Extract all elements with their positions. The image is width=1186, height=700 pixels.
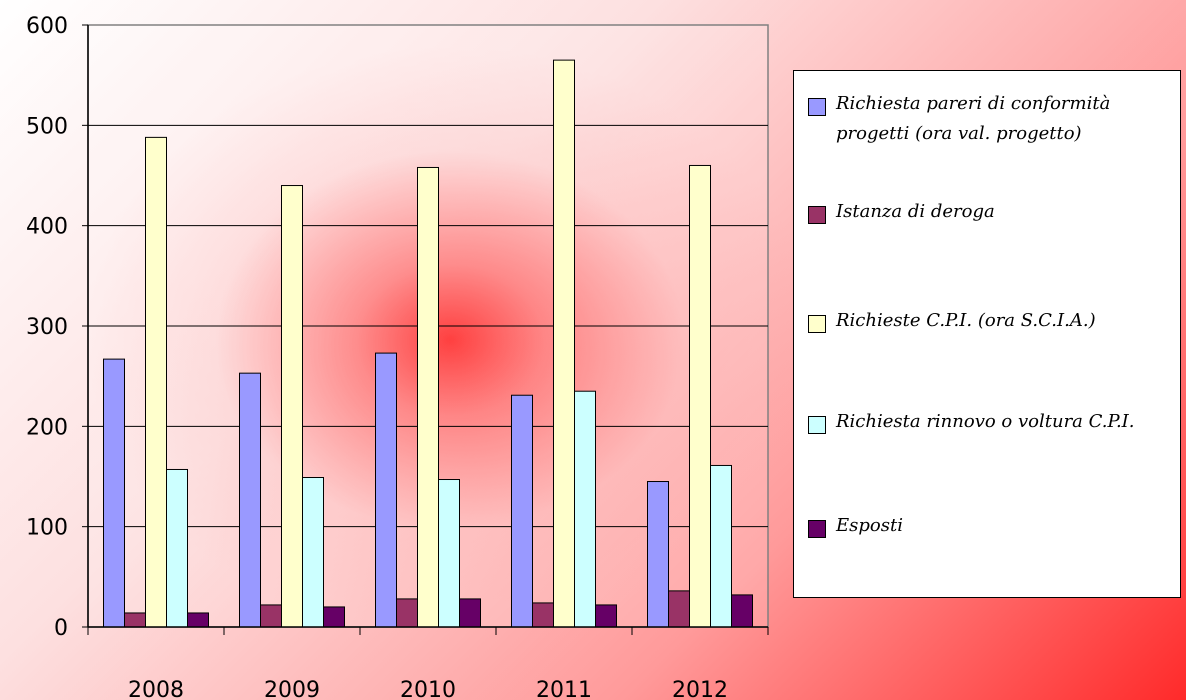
legend-label-deroga: Istanza di deroga — [836, 201, 995, 222]
bar — [396, 598, 418, 628]
bar — [459, 598, 481, 628]
bar — [145, 136, 167, 628]
legend-swatch-deroga — [808, 206, 826, 224]
bar — [302, 477, 324, 628]
bar — [595, 604, 617, 628]
legend-label-esposti: Esposti — [836, 515, 903, 536]
y-tick-label: 100 — [26, 516, 68, 541]
bar — [511, 394, 533, 628]
x-tick-labels: 2008 2009 2010 2011 2012 — [128, 678, 728, 700]
bar — [166, 468, 188, 628]
bar — [553, 59, 575, 628]
legend-swatch-rinnovo — [808, 416, 826, 434]
x-tick-label: 2010 — [400, 678, 456, 700]
bars-group — [103, 59, 753, 628]
bar — [710, 464, 732, 628]
bar — [103, 358, 125, 628]
bar — [438, 479, 460, 628]
legend: Richiesta pareri di conformità progetti … — [793, 70, 1181, 598]
y-tick-label: 400 — [26, 215, 68, 240]
legend-swatch-esposti — [808, 520, 826, 538]
legend-swatch-pareri — [808, 98, 826, 116]
bar — [281, 185, 303, 628]
y-tick-label: 500 — [26, 114, 68, 139]
bar — [417, 166, 439, 628]
x-tick-label: 2009 — [264, 678, 320, 700]
bar — [187, 612, 209, 628]
legend-item-deroga: Istanza di deroga — [808, 201, 1176, 227]
legend-swatch-cpi — [808, 315, 826, 333]
bar — [260, 604, 282, 628]
bar — [323, 606, 345, 628]
bar — [239, 372, 261, 628]
bar — [668, 590, 690, 628]
bar — [731, 594, 753, 628]
legend-item-pareri: Richiesta pareri di conformità progetti … — [808, 93, 1176, 149]
y-tick-labels: 0 100 200 300 400 500 600 — [26, 14, 68, 641]
legend-label-cpi: Richieste C.P.I. (ora S.C.I.A.) — [836, 310, 1096, 331]
y-tick-label: 200 — [26, 415, 68, 440]
bar — [375, 352, 397, 628]
y-tick-label: 0 — [54, 616, 68, 641]
legend-label-rinnovo: Richiesta rinnovo o voltura C.P.I. — [836, 411, 1135, 432]
x-tick-label: 2008 — [128, 678, 184, 700]
legend-item-rinnovo: Richiesta rinnovo o voltura C.P.I. — [808, 411, 1176, 437]
bar — [574, 390, 596, 628]
bar — [532, 602, 554, 628]
y-tick-label: 600 — [26, 14, 68, 39]
legend-item-cpi: Richieste C.P.I. (ora S.C.I.A.) — [808, 310, 1176, 336]
y-tick-label: 300 — [26, 315, 68, 340]
x-tick-label: 2012 — [672, 678, 728, 700]
legend-item-esposti: Esposti — [808, 515, 1176, 541]
bar — [124, 612, 146, 628]
x-tick-label: 2011 — [536, 678, 592, 700]
legend-label-pareri: Richiesta pareri di conformità progetti … — [836, 93, 1111, 144]
bar — [647, 481, 669, 628]
axes — [87, 25, 768, 628]
bar — [689, 164, 711, 628]
